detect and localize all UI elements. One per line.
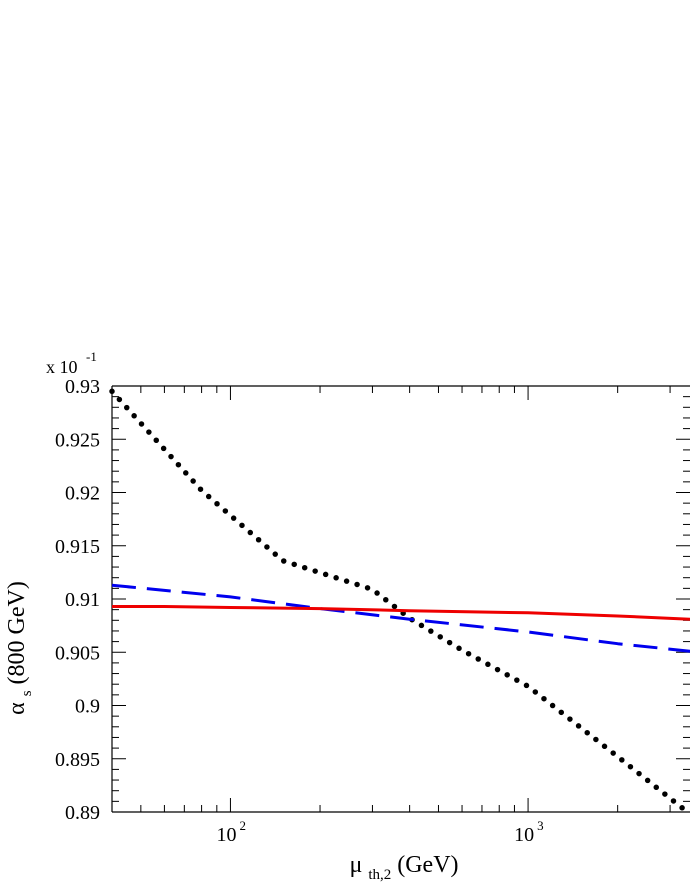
svg-text:α s (800 GeV): α s (800 GeV) bbox=[4, 581, 37, 715]
series-layer bbox=[109, 388, 690, 817]
y-tick-label: 0.91 bbox=[65, 589, 100, 611]
y-tick-label: 0.905 bbox=[55, 642, 100, 664]
y-scale-base: x 10 bbox=[46, 357, 78, 377]
y-tick-label: 0.915 bbox=[55, 536, 100, 558]
x-axis-title-sub: th,2 bbox=[368, 867, 391, 883]
y-scale-exponent: -1 bbox=[86, 349, 97, 364]
x-axis-title-unit: (GeV) bbox=[397, 852, 458, 878]
solid-series-line bbox=[112, 605, 690, 621]
y-tick-label: 0.93 bbox=[65, 376, 100, 398]
y-axis-title-sub: s bbox=[19, 690, 35, 696]
x-axis-ticks: 10 2 10 3 bbox=[111, 386, 671, 846]
x-tick-label: 10 2 bbox=[216, 818, 246, 846]
y-tick-label: 0.895 bbox=[55, 749, 100, 771]
x-axis-title-main: μ bbox=[349, 852, 362, 878]
y-axis-title-unit: (800 GeV) bbox=[4, 581, 30, 684]
dotted-series-line bbox=[109, 388, 690, 817]
dashed-series-line bbox=[111, 583, 690, 653]
svg-text:μ th,2 (GeV): μ th,2 (GeV) bbox=[349, 852, 458, 885]
y-axis-title-main: α bbox=[4, 702, 30, 715]
y-tick-label: 0.9 bbox=[75, 696, 100, 718]
svg-text:x 10 -1: x 10 -1 bbox=[46, 349, 97, 377]
y-tick-label: 0.92 bbox=[65, 483, 100, 505]
y-axis-ticks: 0.93 0.925 0.92 0.915 0.91 0.905 0.9 0.895 0.89 bbox=[55, 376, 690, 824]
x-axis-title: μ th,2 (GeV) bbox=[349, 852, 458, 885]
y-tick-label: 0.89 bbox=[65, 802, 100, 824]
y-axis-title: α s (800 GeV) bbox=[4, 581, 37, 715]
y-scale-label: x 10 -1 bbox=[46, 349, 97, 377]
y-tick-label: 0.925 bbox=[55, 429, 100, 451]
x-tick-label: 10 3 bbox=[514, 818, 544, 846]
